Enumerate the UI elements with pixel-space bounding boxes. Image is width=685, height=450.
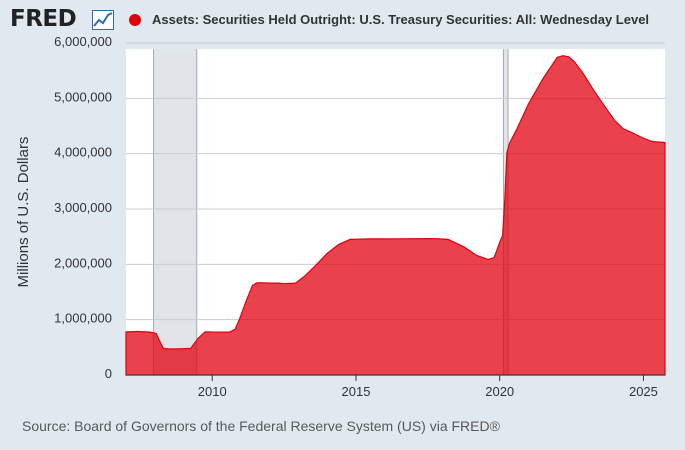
- y-axis-label: Millions of U.S. Dollars: [15, 137, 32, 288]
- y-tick-label-5: 5,000,000: [54, 89, 112, 104]
- recession-band-0: [153, 49, 197, 375]
- y-tick-label-0: 0: [105, 366, 112, 381]
- fred-logo[interactable]: FRED: [10, 6, 77, 32]
- data-area: [125, 55, 666, 376]
- y-tick-label-1: 1,000,000: [54, 311, 112, 326]
- x-tick-label-3: 2025: [629, 384, 658, 399]
- y-tick-label-6: 6,000,000: [54, 34, 112, 49]
- x-tick-label-0: 2010: [198, 384, 227, 399]
- y-tick-label-3: 3,000,000: [54, 200, 112, 215]
- recession-shading: [153, 49, 509, 375]
- source-note: Source: Board of Governors of the Federa…: [22, 418, 500, 434]
- x-axis-ticks: 2010 2015 2020 2025: [198, 375, 658, 399]
- line-chart-icon: [92, 10, 114, 30]
- y-tick-label-2: 2,000,000: [54, 255, 112, 270]
- x-tick-label-2: 2020: [485, 384, 514, 399]
- y-axis-ticks: 0 1,000,000 2,000,000 3,000,000 4,000,000 5,0…: [54, 34, 112, 381]
- series-title: Assets: Securities Held Outright: U.S. T…: [152, 12, 650, 27]
- y-tick-label-4: 4,000,000: [54, 145, 112, 160]
- legend-marker: [129, 14, 141, 26]
- x-tick-label-1: 2015: [342, 384, 371, 399]
- header: FRED Assets: Securities Held Outright: U…: [0, 0, 685, 40]
